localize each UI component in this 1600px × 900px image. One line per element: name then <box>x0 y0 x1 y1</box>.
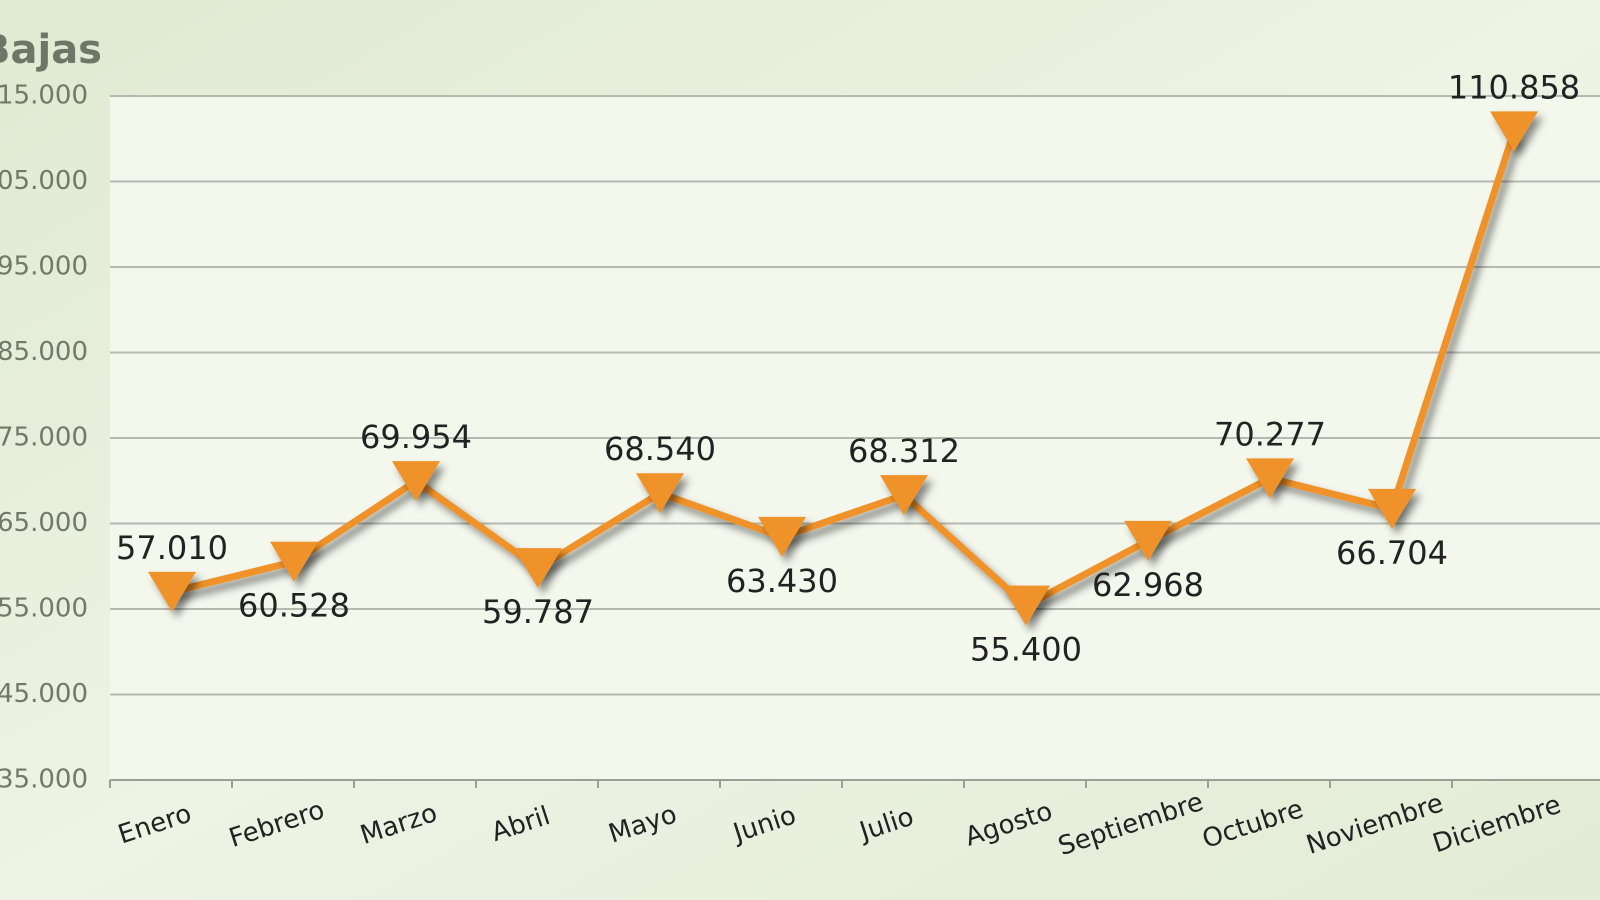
marker <box>636 473 684 514</box>
value-label: 68.540 <box>604 430 716 468</box>
y-tick-label: 95.000 <box>0 252 88 282</box>
marker <box>1002 585 1050 626</box>
y-tick-label: 55.000 <box>0 594 88 624</box>
value-label: 59.787 <box>482 593 594 631</box>
marker <box>148 571 196 612</box>
y-tick-label: 85.000 <box>0 337 88 367</box>
value-label: 68.312 <box>848 432 960 470</box>
value-label: 60.528 <box>238 587 350 625</box>
marker <box>1246 458 1294 499</box>
y-tick-label: 105.000 <box>0 166 88 196</box>
value-label: 69.954 <box>360 418 472 456</box>
value-label: 110.858 <box>1448 68 1580 106</box>
value-label: 57.010 <box>116 529 228 567</box>
marker <box>1490 111 1538 152</box>
chart-title: Bajas <box>0 27 102 73</box>
line <box>171 130 1518 610</box>
marker <box>392 461 440 502</box>
value-label: 70.277 <box>1214 415 1326 453</box>
y-tick-label: 115.000 <box>0 81 88 111</box>
value-label: 62.968 <box>1092 566 1204 604</box>
marker <box>514 548 562 589</box>
value-label: 55.400 <box>970 631 1082 669</box>
marker <box>1124 520 1172 561</box>
marker <box>758 516 806 557</box>
value-label: 63.430 <box>726 562 838 600</box>
y-tick-label: 45.000 <box>0 679 88 709</box>
marker <box>880 475 928 516</box>
y-tick-label: 65.000 <box>0 508 88 538</box>
value-label: 66.704 <box>1336 534 1448 572</box>
y-tick-label: 75.000 <box>0 423 88 453</box>
y-tick-label: 35.000 <box>0 765 88 795</box>
marker <box>270 541 318 582</box>
marker <box>1368 488 1416 529</box>
